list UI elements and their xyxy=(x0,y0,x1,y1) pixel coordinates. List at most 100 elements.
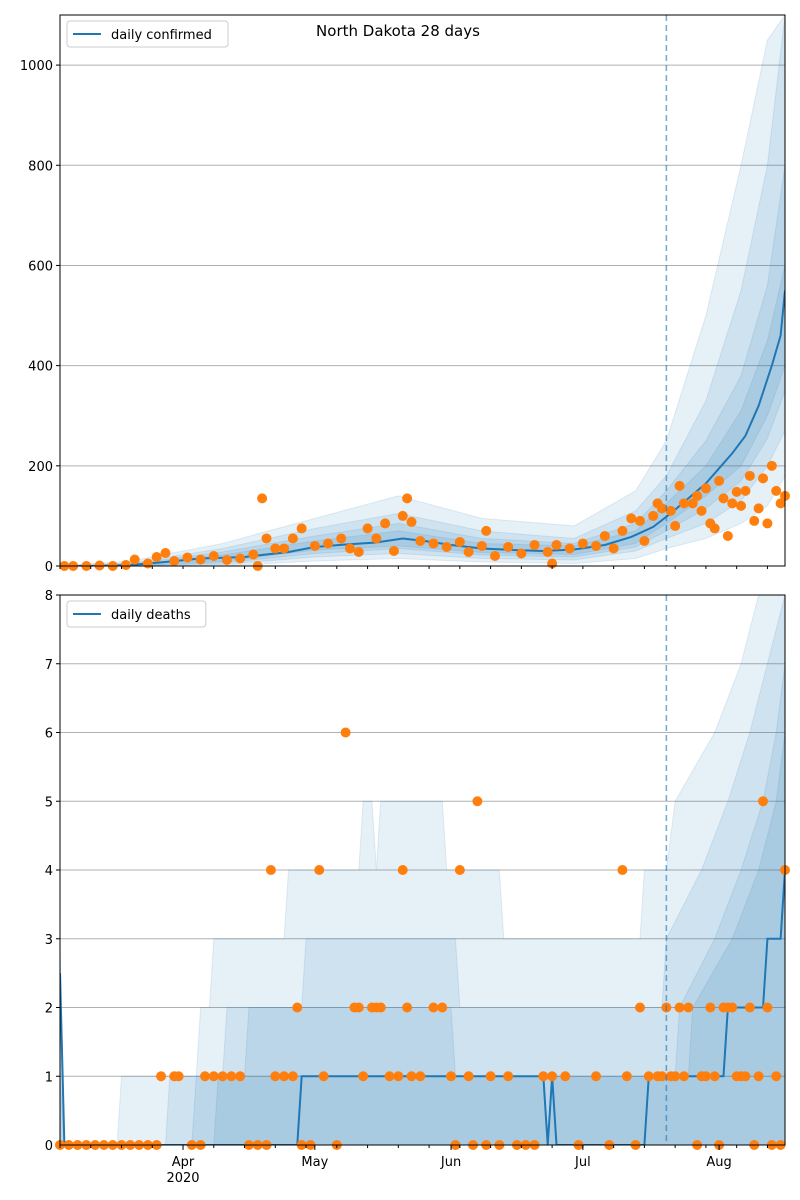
data-point xyxy=(758,473,769,484)
data-point xyxy=(446,1071,457,1082)
data-point xyxy=(235,553,246,564)
data-point xyxy=(415,535,426,546)
data-point xyxy=(169,555,180,566)
data-point xyxy=(336,533,347,544)
data-point xyxy=(323,538,334,549)
data-point xyxy=(591,540,602,551)
data-point xyxy=(415,1071,426,1082)
legend-box xyxy=(66,600,207,628)
confirmed-panel: 0 200 400 600 800 1000 daily confirmed xyxy=(20,14,790,575)
data-point xyxy=(617,525,628,536)
data-point xyxy=(380,518,391,529)
y-tick-label: 6 xyxy=(45,727,53,742)
legend-label: daily confirmed xyxy=(111,28,212,43)
y-tick-label: 0 xyxy=(45,560,53,575)
data-point xyxy=(648,510,659,521)
data-point xyxy=(656,1071,667,1082)
data-point xyxy=(709,1071,720,1082)
fitted-line xyxy=(60,869,785,1145)
data-point xyxy=(758,796,769,807)
observed-points xyxy=(55,727,790,1150)
data-point xyxy=(265,865,276,875)
data-point xyxy=(722,530,733,541)
y-tick-label: 3 xyxy=(45,933,53,948)
data-point xyxy=(441,541,452,552)
data-point xyxy=(318,1071,329,1082)
data-point xyxy=(279,543,290,554)
data-point xyxy=(696,505,707,516)
data-point xyxy=(217,1071,228,1082)
data-point xyxy=(744,1002,755,1013)
data-point xyxy=(670,1071,681,1082)
legend-label: daily deaths xyxy=(111,608,191,623)
legend: daily deaths xyxy=(66,600,207,628)
data-point xyxy=(736,500,747,511)
data-point xyxy=(195,554,206,565)
data-point xyxy=(683,1002,694,1013)
data-point xyxy=(208,550,219,561)
data-point xyxy=(437,1002,448,1013)
data-point xyxy=(182,552,193,563)
data-point xyxy=(678,498,689,509)
data-point xyxy=(309,540,320,551)
data-point xyxy=(142,558,153,569)
data-point xyxy=(397,865,408,875)
data-point xyxy=(129,554,140,565)
data-point xyxy=(235,1071,246,1082)
data-point xyxy=(340,727,351,738)
y-tick-label: 4 xyxy=(45,864,53,879)
y-tick-label: 600 xyxy=(28,259,53,274)
data-point xyxy=(151,551,162,562)
data-point xyxy=(599,530,610,541)
data-point xyxy=(375,1002,386,1013)
y-tick-label: 800 xyxy=(28,159,53,174)
data-point xyxy=(503,1071,514,1082)
data-point xyxy=(529,539,540,550)
data-point xyxy=(463,546,474,557)
y-tick-label: 1 xyxy=(45,1070,53,1085)
data-point xyxy=(718,493,729,504)
data-point xyxy=(94,560,105,571)
uncertainty-band xyxy=(60,15,785,566)
data-point xyxy=(753,1071,764,1082)
data-point xyxy=(740,485,751,496)
data-point xyxy=(120,559,131,570)
data-point xyxy=(454,536,465,547)
data-point xyxy=(393,1071,404,1082)
data-point xyxy=(314,865,325,875)
data-point xyxy=(538,1071,549,1082)
data-point xyxy=(362,523,373,534)
data-point xyxy=(551,539,562,550)
data-point xyxy=(257,493,268,504)
data-point xyxy=(358,1071,369,1082)
data-point xyxy=(353,546,364,557)
data-point xyxy=(296,523,307,534)
data-point xyxy=(221,554,232,565)
data-point xyxy=(635,515,645,526)
uncertainty-band xyxy=(60,265,785,566)
x-tick-label: Apr xyxy=(172,1155,195,1170)
y-tick-label: 200 xyxy=(28,460,53,475)
data-point xyxy=(577,538,588,549)
data-point xyxy=(292,1002,303,1013)
data-point xyxy=(753,503,764,514)
data-point xyxy=(674,1002,685,1013)
plot-frame xyxy=(59,594,786,1146)
data-point xyxy=(608,543,619,554)
plot-frame xyxy=(59,14,786,567)
uncertainty-band xyxy=(60,595,785,1145)
data-point xyxy=(261,533,272,544)
data-point xyxy=(156,1071,167,1082)
data-point xyxy=(700,483,711,494)
data-point xyxy=(771,485,782,496)
chart-title: North Dakota 28 days xyxy=(316,22,480,40)
legend: daily confirmed xyxy=(66,20,229,48)
data-point xyxy=(762,1002,773,1013)
data-point xyxy=(766,460,777,471)
data-point xyxy=(687,498,698,509)
data-point xyxy=(428,538,439,549)
uncertainty-band xyxy=(60,595,785,1145)
data-point xyxy=(476,540,487,551)
